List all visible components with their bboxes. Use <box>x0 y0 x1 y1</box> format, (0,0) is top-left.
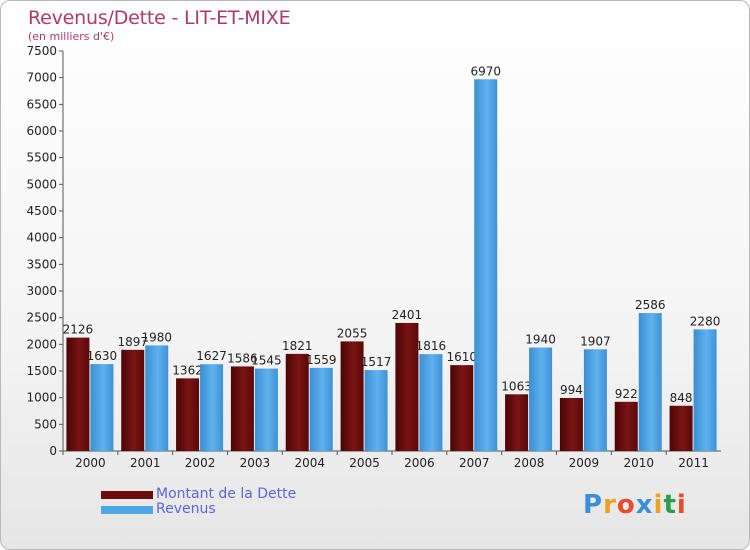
bar-revenus <box>364 370 388 451</box>
data-label-dette: 922 <box>615 387 638 401</box>
x-tick-label: 2006 <box>404 456 435 470</box>
bar-revenus <box>474 79 498 452</box>
x-tick-label: 2000 <box>75 456 106 470</box>
data-label-revenus: 1627 <box>196 349 227 363</box>
y-tick-label: 7500 <box>26 44 57 58</box>
data-label-revenus: 1940 <box>525 333 556 347</box>
x-tick-label: 2009 <box>569 456 600 470</box>
bar-dette <box>614 401 638 451</box>
legend-swatch-dette <box>101 491 153 499</box>
bar-revenus <box>419 354 443 451</box>
bar-revenus <box>254 368 278 451</box>
bar-dette <box>340 341 364 451</box>
data-label-revenus: 1907 <box>580 334 611 348</box>
data-label-revenus: 1980 <box>141 330 172 344</box>
data-label-dette: 1586 <box>227 351 258 365</box>
y-tick-label: 3500 <box>26 257 57 271</box>
logo-letter: P <box>583 490 604 520</box>
bar-dette <box>669 405 693 451</box>
data-label-dette: 2055 <box>337 326 368 340</box>
bar-dette <box>559 397 583 451</box>
bar-dette <box>176 378 200 451</box>
y-tick-label: 1000 <box>26 391 57 405</box>
data-label-revenus: 1545 <box>251 354 282 368</box>
bar-revenus <box>145 345 169 451</box>
bar-dette <box>66 337 90 451</box>
bar-dette <box>285 353 309 451</box>
legend-label-revenus: Revenus <box>156 501 216 517</box>
data-label-revenus: 2586 <box>635 298 666 312</box>
data-label-dette: 848 <box>670 391 693 405</box>
y-tick-label: 6000 <box>26 124 57 138</box>
bar-dette <box>450 365 474 451</box>
x-tick-label: 2005 <box>349 456 380 470</box>
data-label-dette: 1362 <box>172 363 203 377</box>
data-label-revenus: 1816 <box>416 339 447 353</box>
data-label-dette: 2401 <box>392 308 423 322</box>
logo-letter: i <box>653 490 664 520</box>
legend-label-dette: Montant de la Dette <box>156 486 297 502</box>
logo-letter: r <box>603 490 617 520</box>
bar-revenus <box>90 364 114 451</box>
y-tick-label: 3000 <box>26 284 57 298</box>
data-label-dette: 2126 <box>63 323 94 337</box>
bar-dette <box>395 322 419 451</box>
y-tick-label: 5000 <box>26 177 57 191</box>
data-label-revenus: 1559 <box>306 353 337 367</box>
data-label-revenus: 1517 <box>361 355 392 369</box>
y-tick-label: 1500 <box>26 364 57 378</box>
y-tick-label: 4500 <box>26 204 57 218</box>
x-tick-label: 2002 <box>185 456 216 470</box>
legend-swatch-revenus <box>101 506 153 514</box>
bar-revenus <box>529 347 553 451</box>
bar-revenus <box>200 364 224 451</box>
x-tick-label: 2010 <box>623 456 654 470</box>
data-label-dette: 1897 <box>117 335 148 349</box>
y-tick-label: 2000 <box>26 337 57 351</box>
bar-revenus <box>693 329 717 451</box>
bar-dette <box>121 349 145 451</box>
y-tick-label: 500 <box>34 417 57 431</box>
data-label-revenus: 6970 <box>470 64 501 78</box>
data-label-dette: 1610 <box>446 350 477 364</box>
y-tick-label: 4000 <box>26 231 57 245</box>
bar-revenus <box>638 313 662 451</box>
x-tick-label: 2008 <box>514 456 545 470</box>
bar-dette <box>505 394 529 451</box>
bar-dette <box>230 366 254 451</box>
x-tick-label: 2003 <box>240 456 271 470</box>
chart-subtitle: (en milliers d'€) <box>28 30 115 43</box>
x-tick-label: 2004 <box>294 456 325 470</box>
y-tick-label: 2500 <box>26 311 57 325</box>
bar-revenus <box>309 367 333 451</box>
chart-title: Revenus/Dette - LIT-ET-MIXE <box>28 7 291 29</box>
y-tick-label: 6500 <box>26 97 57 111</box>
bar-revenus <box>583 349 607 451</box>
y-tick-label: 0 <box>49 444 57 458</box>
x-tick-label: 2001 <box>130 456 161 470</box>
data-label-revenus: 2280 <box>690 314 721 328</box>
data-label-dette: 994 <box>560 383 583 397</box>
y-tick-label: 7000 <box>26 71 57 85</box>
logo-letter: o <box>616 490 636 520</box>
data-label-revenus: 1630 <box>87 349 118 363</box>
x-tick-label: 2011 <box>678 456 709 470</box>
logo-letter: i <box>676 490 687 520</box>
data-label-dette: 1821 <box>282 339 313 353</box>
logo-letter: x <box>635 490 654 520</box>
proxiti-logo: Proxiti <box>583 490 687 520</box>
y-tick-label: 5500 <box>26 151 57 165</box>
logo-letter: t <box>663 490 677 520</box>
data-label-dette: 1063 <box>501 379 532 393</box>
x-tick-label: 2007 <box>459 456 490 470</box>
